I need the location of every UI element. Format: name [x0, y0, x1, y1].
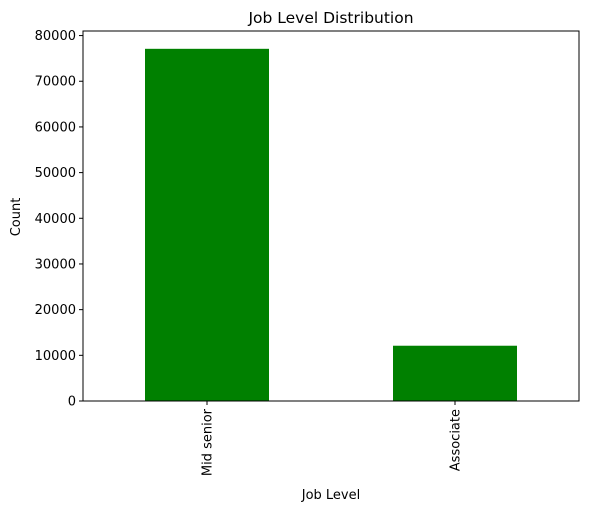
y-tick-label: 10000	[35, 349, 76, 364]
y-tick-label: 30000	[35, 257, 76, 272]
y-axis-ticks: 0 10000 20000 30000 40000 50000 60000 70000 8000…	[35, 29, 83, 410]
x-tick-label: Mid senior	[201, 408, 216, 476]
bar-mid-senior	[145, 48, 269, 401]
x-tick-label: Associate	[449, 409, 464, 471]
y-tick-label: 80000	[35, 29, 76, 44]
y-axis-label: Count	[9, 198, 24, 237]
y-tick-label: 0	[68, 395, 76, 410]
y-tick-label: 50000	[35, 166, 76, 181]
bars	[145, 48, 517, 401]
bar-associate	[393, 345, 517, 401]
y-tick-label: 20000	[35, 303, 76, 318]
chart-title: Job Level Distribution	[247, 9, 413, 27]
y-tick-label: 70000	[35, 75, 76, 90]
y-tick-label: 60000	[35, 120, 76, 135]
x-axis-label: Job Level	[301, 488, 361, 503]
plot-area-frame	[82, 30, 580, 402]
y-tick-label: 40000	[35, 212, 76, 227]
x-axis-ticks: Mid senior Associate	[201, 401, 464, 476]
